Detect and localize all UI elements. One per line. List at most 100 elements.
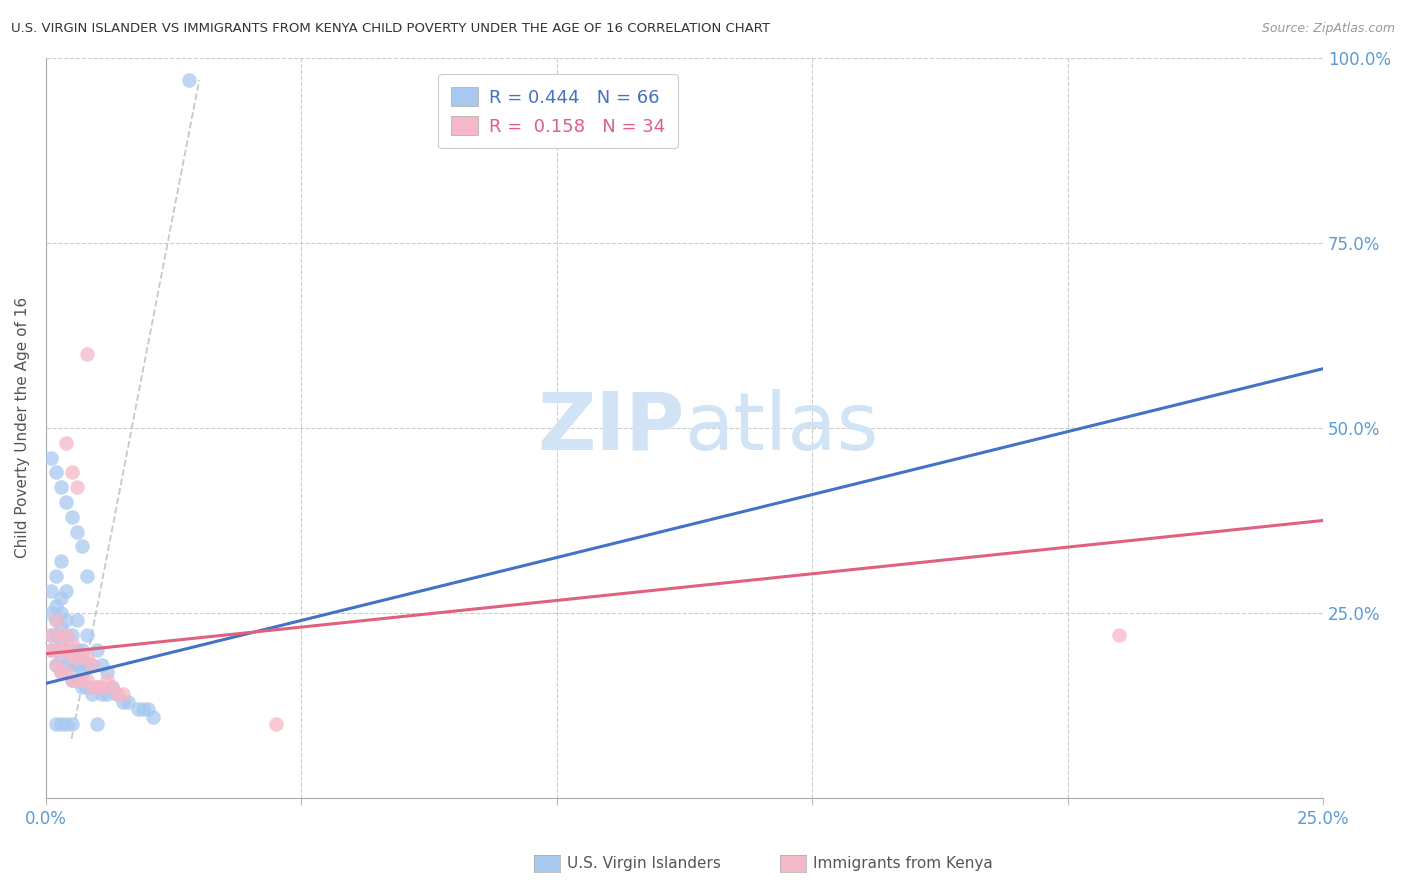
Point [55, 643, 77, 657]
Point [80, 688, 103, 702]
Point [51, 606, 73, 620]
Point [76, 680, 98, 694]
Point [96, 665, 118, 680]
Y-axis label: Child Poverty Under the Age of 16: Child Poverty Under the Age of 16 [15, 297, 30, 558]
Point [76, 628, 98, 642]
Point [51, 628, 73, 642]
Point [76, 650, 98, 665]
Point [45, 717, 67, 731]
Point [60, 635, 83, 649]
Point [60, 657, 83, 672]
Point [70, 643, 93, 657]
Point [132, 702, 155, 716]
Point [39, 583, 62, 598]
Point [107, 688, 129, 702]
Point [55, 628, 77, 642]
Point [86, 643, 108, 657]
Point [51, 665, 73, 680]
Point [117, 695, 139, 709]
Text: Immigrants from Kenya: Immigrants from Kenya [813, 856, 993, 871]
Point [51, 643, 73, 657]
Point [76, 673, 98, 687]
Point [70, 650, 93, 665]
Point [55, 657, 77, 672]
Point [55, 583, 77, 598]
Point [45, 614, 67, 628]
Point [60, 673, 83, 687]
Point [55, 435, 77, 450]
Point [70, 540, 93, 554]
Text: atlas: atlas [685, 389, 879, 467]
Point [70, 680, 93, 694]
Point [45, 643, 67, 657]
Point [70, 673, 93, 687]
Point [111, 688, 134, 702]
Point [51, 650, 73, 665]
Text: U.S. Virgin Islanders: U.S. Virgin Islanders [567, 856, 720, 871]
Point [55, 614, 77, 628]
Point [86, 717, 108, 731]
Point [55, 628, 77, 642]
Point [65, 673, 87, 687]
Point [39, 606, 62, 620]
Point [65, 524, 87, 539]
Point [60, 643, 83, 657]
Point [76, 347, 98, 361]
Point [177, 73, 200, 87]
Point [51, 554, 73, 568]
Point [51, 621, 73, 635]
Point [65, 643, 87, 657]
Point [65, 650, 87, 665]
Point [51, 591, 73, 606]
Point [142, 709, 165, 723]
Point [91, 657, 114, 672]
Point [60, 717, 83, 731]
Text: Source: ZipAtlas.com: Source: ZipAtlas.com [1261, 22, 1395, 36]
Point [55, 495, 77, 509]
Point [80, 680, 103, 694]
Point [65, 657, 87, 672]
Point [45, 628, 67, 642]
Point [45, 466, 67, 480]
Point [76, 657, 98, 672]
Point [45, 569, 67, 583]
Point [55, 665, 77, 680]
Point [55, 717, 77, 731]
Point [76, 569, 98, 583]
Point [60, 673, 83, 687]
Point [70, 665, 93, 680]
Point [51, 480, 73, 494]
Point [45, 657, 67, 672]
Point [91, 688, 114, 702]
Point [55, 643, 77, 657]
Point [60, 628, 83, 642]
Point [65, 480, 87, 494]
Point [107, 688, 129, 702]
Point [91, 680, 114, 694]
Point [65, 673, 87, 687]
Point [96, 673, 118, 687]
Text: ZIP: ZIP [537, 389, 685, 467]
Point [101, 680, 124, 694]
Point [45, 657, 67, 672]
Point [39, 643, 62, 657]
Point [39, 628, 62, 642]
Point [51, 665, 73, 680]
Point [127, 702, 149, 716]
Point [86, 680, 108, 694]
Point [39, 628, 62, 642]
Point [96, 688, 118, 702]
Point [51, 717, 73, 731]
Point [65, 614, 87, 628]
Point [51, 635, 73, 649]
Point [101, 680, 124, 694]
Point [111, 695, 134, 709]
Point [1108, 628, 1130, 642]
Legend: R = 0.444   N = 66, R =  0.158   N = 34: R = 0.444 N = 66, R = 0.158 N = 34 [439, 74, 678, 148]
Point [136, 702, 159, 716]
Point [45, 643, 67, 657]
Point [45, 599, 67, 613]
Point [80, 657, 103, 672]
Point [264, 717, 287, 731]
Point [80, 657, 103, 672]
